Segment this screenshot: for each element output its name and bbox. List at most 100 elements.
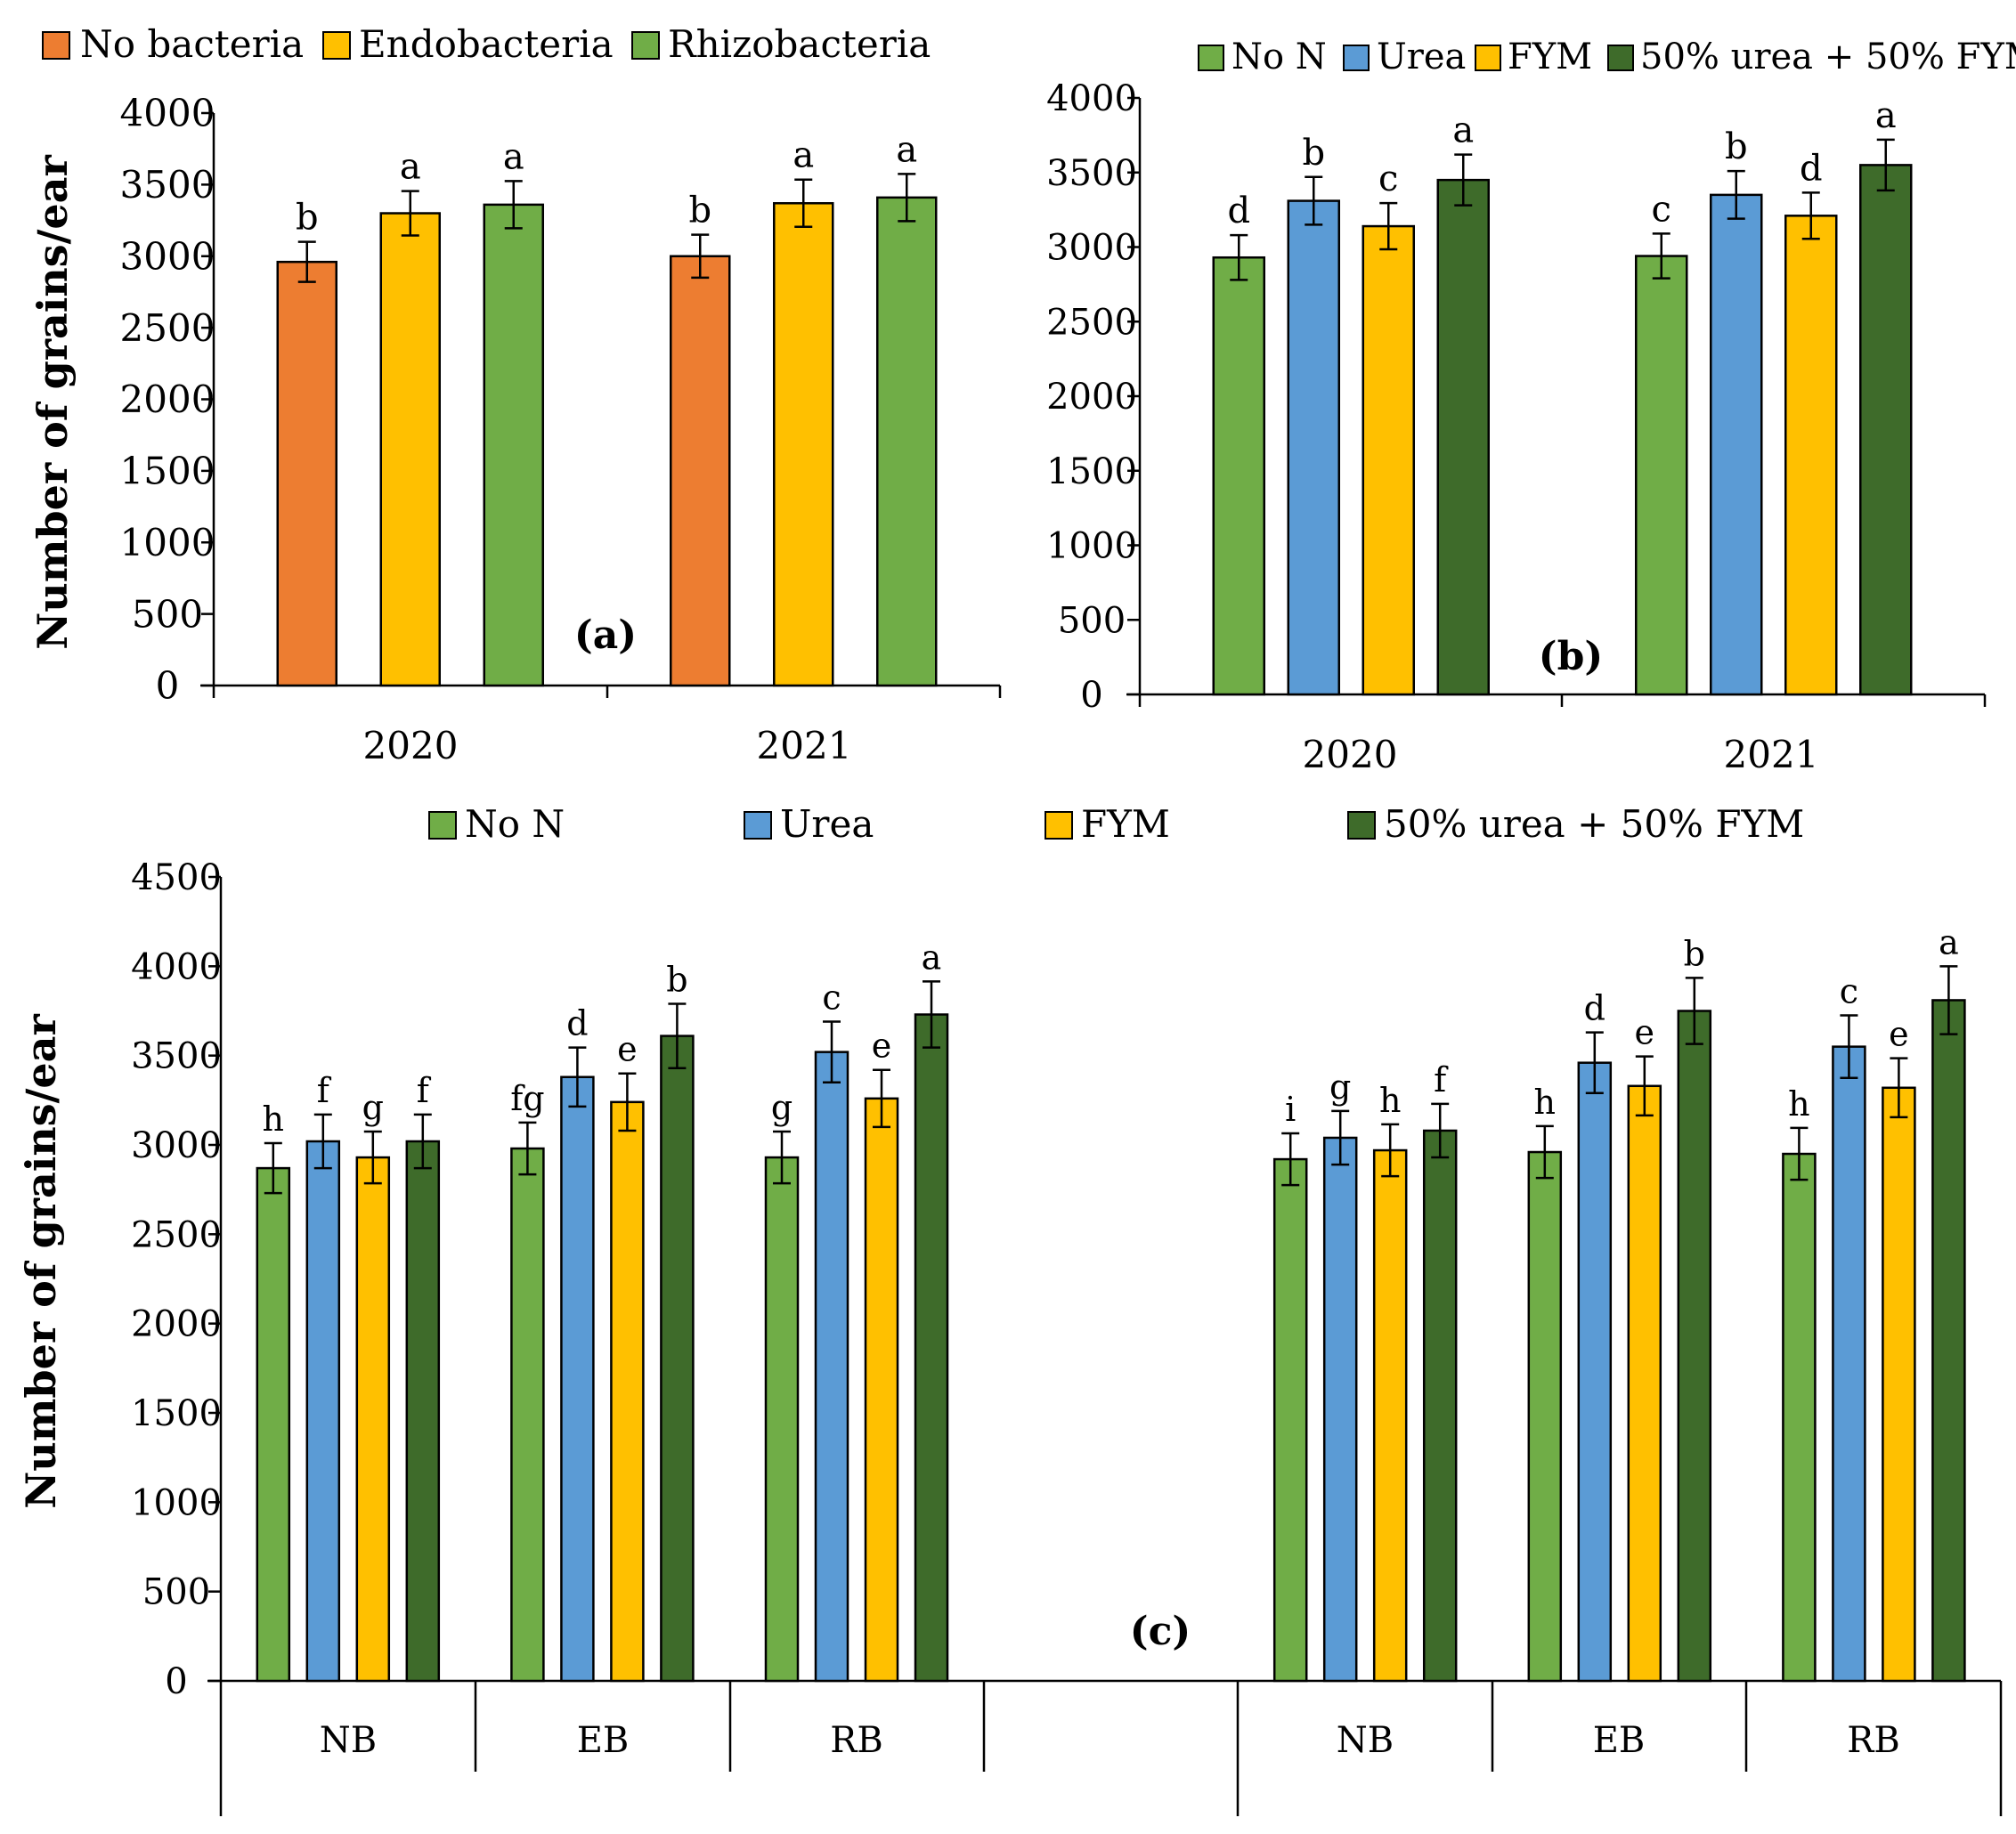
y-tick-label: 3000: [120, 234, 215, 278]
x-tick-label: 2020: [363, 724, 459, 767]
x-tick-label: RB: [1847, 1720, 1900, 1761]
error-bar: [1454, 153, 1473, 207]
bar: [773, 202, 834, 687]
legend-label: Endobacteria: [359, 22, 614, 66]
error-bar: [1939, 965, 1958, 1035]
bar: [1882, 1086, 1916, 1683]
significance-letter: f: [417, 1071, 432, 1110]
significance-letter: h: [1379, 1081, 1401, 1120]
y-tick-label: 4000: [131, 946, 222, 987]
bar: [660, 1035, 695, 1683]
y-axis-label: Number of grains/ear: [28, 155, 77, 650]
error-bar: [1635, 1055, 1654, 1117]
significance-letter: a: [922, 937, 942, 977]
significance-letter: e: [1889, 1015, 1909, 1054]
y-tick-label: 1000: [1046, 526, 1137, 567]
y-tick-label: 3500: [120, 163, 215, 207]
bar: [1436, 178, 1490, 696]
significance-letter: a: [1452, 110, 1474, 151]
significance-letter: a: [793, 135, 814, 176]
bar: [510, 1147, 545, 1683]
legend-item-no-n: No N: [1198, 37, 1327, 77]
x-tick-label: RB: [830, 1720, 883, 1761]
bar: [355, 1156, 391, 1683]
error-bar: [1876, 138, 1895, 192]
legend-label: Urea: [1377, 37, 1466, 77]
error-bar: [264, 1141, 282, 1195]
legend-a: No bacteria Endobacteria Rhizobacteria: [42, 22, 931, 66]
error-bar: [1801, 191, 1820, 240]
bar: [610, 1100, 645, 1683]
significance-letter: fg: [510, 1079, 544, 1118]
panel-a: No bacteria Endobacteria Rhizobacteria N…: [28, 22, 1002, 767]
y-tick-label: 2000: [131, 1304, 222, 1345]
bar: [1362, 224, 1415, 696]
error-bar: [518, 1121, 537, 1176]
legend-c: No N Urea FYM 50% urea + 50% FYM: [428, 802, 1804, 846]
legend-swatch: [1045, 811, 1073, 840]
significance-letter: c: [1378, 158, 1398, 199]
legend-item-fym: FYM: [1475, 37, 1592, 77]
significance-letter: a: [896, 129, 917, 170]
y-tick-label: 4000: [1046, 78, 1137, 119]
y-tick-label: 2500: [131, 1214, 222, 1255]
x-tick-label: NB: [320, 1720, 377, 1761]
legend-swatch: [42, 31, 70, 60]
error-bar: [1790, 1126, 1809, 1181]
y-tick-labels: 0 500 1000 1500 2000 2500 3000 3500 4000: [1046, 78, 1140, 716]
bar: [814, 1051, 849, 1683]
bar: [1372, 1148, 1408, 1683]
legend-item-no-n: No N: [428, 802, 565, 846]
bar: [276, 260, 337, 687]
error-bar: [873, 1068, 890, 1129]
significance-letter: f: [317, 1071, 332, 1110]
error-bar: [1840, 1014, 1858, 1079]
x-tick-label: 2021: [757, 724, 852, 767]
bar: [1527, 1150, 1563, 1683]
x-tick-label: 2020: [1303, 733, 1398, 776]
y-tick-label: 2000: [120, 377, 215, 421]
bar: [1627, 1084, 1662, 1683]
bar: [670, 255, 731, 687]
bar: [864, 1097, 899, 1683]
category-separators: [219, 1681, 2003, 1816]
x-tick-label: 2021: [1724, 733, 1819, 776]
legend-swatch: [322, 31, 351, 60]
error-bar: [568, 1046, 587, 1108]
bar: [1577, 1061, 1613, 1683]
significance-letter: c: [822, 978, 841, 1018]
significance-letter: g: [771, 1088, 793, 1127]
significance-letter: b: [1725, 126, 1748, 167]
y-tick-labels: 0 500 1000 1500 2000 2500 3000 3500 4000 4500: [131, 857, 222, 1702]
y-tick-label: 4000: [120, 92, 215, 135]
significance-letter: i: [1285, 1090, 1296, 1129]
significance-letter: g: [362, 1088, 384, 1127]
significance-letter: a: [1939, 922, 1959, 962]
error-bar: [1652, 232, 1671, 280]
significance-letter: a: [1875, 95, 1897, 136]
legend-item-urea: Urea: [744, 802, 874, 846]
bar: [560, 1075, 595, 1683]
significance-letter: b: [666, 960, 687, 999]
bar: [1212, 256, 1265, 696]
error-bar: [1331, 1109, 1350, 1166]
error-bar: [1379, 201, 1398, 251]
error-bar: [504, 180, 523, 230]
error-bar: [618, 1072, 637, 1132]
y-tick-label: 1500: [131, 1393, 222, 1434]
legend-b: No N Urea FYM 50% urea + 50% FYM: [1198, 37, 2016, 77]
y-tick-label: 1000: [120, 521, 215, 564]
panel-label: (c): [1130, 1609, 1191, 1654]
bars-a: b a a b a a: [276, 129, 938, 687]
bar: [1677, 1010, 1712, 1683]
bar: [1635, 255, 1688, 696]
legend-swatch: [1475, 45, 1501, 71]
legend-item-rhizobacteria: Rhizobacteria: [631, 22, 931, 66]
significance-letter: g: [1329, 1067, 1351, 1107]
legend-swatch: [1347, 811, 1376, 840]
significance-letter: d: [566, 1004, 588, 1043]
error-bar: [413, 1113, 432, 1170]
bar: [483, 203, 544, 687]
y-tick-label: 500: [142, 1572, 210, 1613]
